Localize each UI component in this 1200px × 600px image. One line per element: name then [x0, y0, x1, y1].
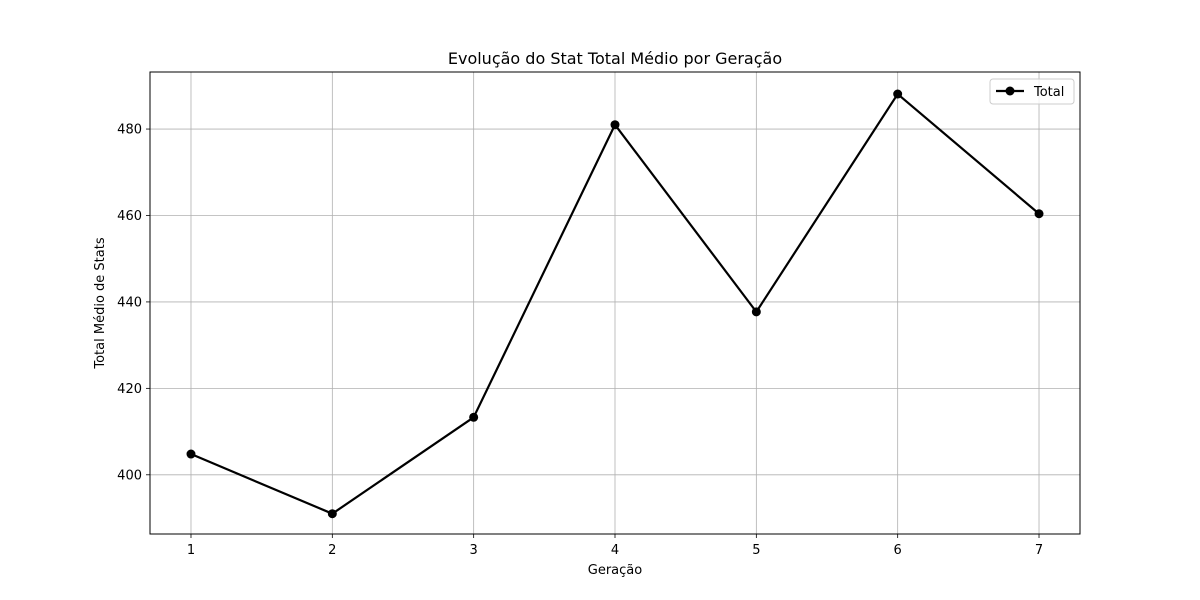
x-tick-label: 2 [328, 543, 336, 558]
grid-lines [150, 72, 1080, 534]
data-point [186, 449, 196, 459]
legend-box [989, 78, 1075, 105]
y-tick-label: 420 [117, 382, 142, 397]
y-tick-label: 480 [117, 123, 142, 138]
data-point [469, 412, 479, 422]
x-tick-label: 4 [611, 543, 619, 558]
y-axis-label: Total Médio de Stats [93, 237, 108, 369]
legend-label: Total [1033, 85, 1064, 100]
y-tick-label: 460 [117, 209, 142, 224]
y-tick-label: 440 [117, 295, 142, 310]
data-point [610, 120, 620, 130]
data-point [1034, 209, 1044, 219]
series-layer [186, 89, 1044, 519]
x-tick-label: 1 [187, 543, 195, 558]
data-point [893, 89, 903, 99]
x-tick-label: 6 [894, 543, 902, 558]
legend-marker [1005, 86, 1015, 96]
y-axis-ticks: 400 420 440 460 480 [117, 123, 150, 483]
x-tick-label: 5 [752, 543, 760, 558]
y-tick-label: 400 [117, 468, 142, 483]
data-point [327, 509, 337, 519]
chart-title: Evolução do Stat Total Médio por Geração [448, 49, 782, 68]
legend: Total [989, 78, 1075, 105]
x-tick-label: 7 [1035, 543, 1043, 558]
x-axis-ticks: 1 2 3 4 5 6 7 [187, 534, 1043, 558]
x-axis-label: Geração [588, 563, 642, 578]
data-point [751, 307, 761, 317]
x-tick-label: 3 [470, 543, 478, 558]
